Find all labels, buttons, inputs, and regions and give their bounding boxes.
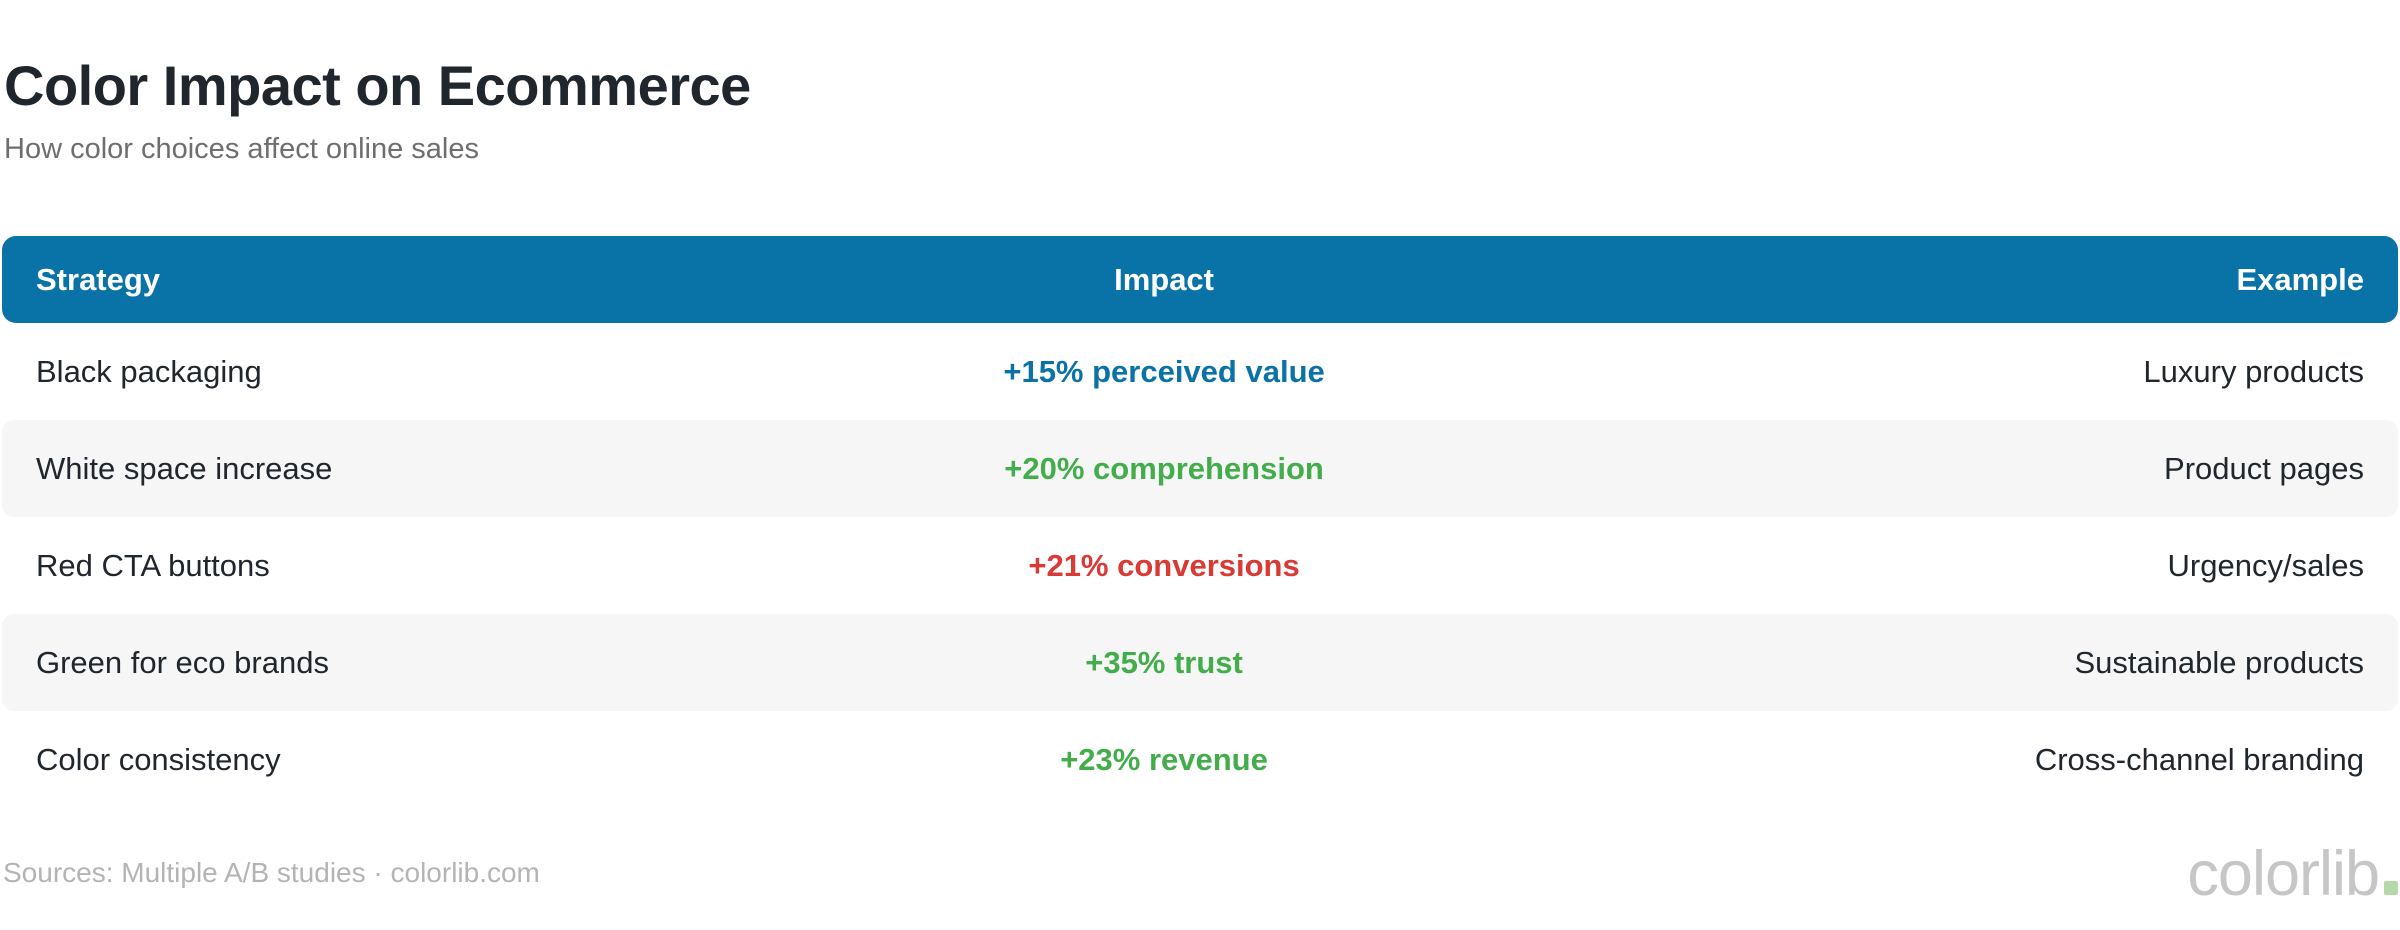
strategy-cell: Black packaging	[36, 353, 262, 389]
column-header-strategy: Strategy	[36, 261, 161, 297]
impact-cell: +35% trust	[1085, 644, 1243, 680]
impact-cell: +15% perceived value	[1003, 353, 1325, 389]
example-cell: Sustainable products	[2074, 644, 2364, 680]
table-row: Color consistency +23% revenue Cross-cha…	[2, 711, 2398, 808]
impact-cell: +23% revenue	[1060, 741, 1268, 777]
color-impact-table: Strategy Impact Example Black packaging …	[2, 236, 2398, 808]
example-cell: Luxury products	[2143, 353, 2364, 389]
impact-cell: +20% comprehension	[1004, 450, 1324, 486]
example-cell: Product pages	[2164, 450, 2364, 486]
column-header-example: Example	[2236, 261, 2364, 297]
table-header-row: Strategy Impact Example	[2, 236, 2398, 323]
table-row: White space increase +20% comprehension …	[2, 420, 2398, 517]
example-cell: Urgency/sales	[2167, 547, 2364, 583]
page-title: Color Impact on Ecommerce	[4, 54, 751, 117]
strategy-cell: Color consistency	[36, 741, 281, 777]
page-subtitle: How color choices affect online sales	[4, 133, 479, 165]
example-cell: Cross-channel branding	[2034, 741, 2364, 777]
strategy-cell: White space increase	[36, 450, 333, 486]
colorlib-logo: colorlib	[2187, 843, 2398, 906]
strategy-cell: Red CTA buttons	[36, 547, 270, 583]
table-row: Green for eco brands +35% trust Sustaina…	[2, 614, 2398, 711]
strategy-cell: Green for eco brands	[36, 644, 329, 680]
column-header-impact: Impact	[1114, 261, 1214, 297]
table-row: Red CTA buttons +21% conversions Urgency…	[2, 517, 2398, 614]
colorlib-logo-text: colorlib	[2187, 839, 2380, 909]
sources-note: Sources: Multiple A/B studies · colorlib…	[3, 857, 540, 888]
table-row: Black packaging +15% perceived value Lux…	[2, 323, 2398, 420]
colorlib-logo-dot	[2384, 881, 2398, 895]
impact-cell: +21% conversions	[1028, 547, 1300, 583]
